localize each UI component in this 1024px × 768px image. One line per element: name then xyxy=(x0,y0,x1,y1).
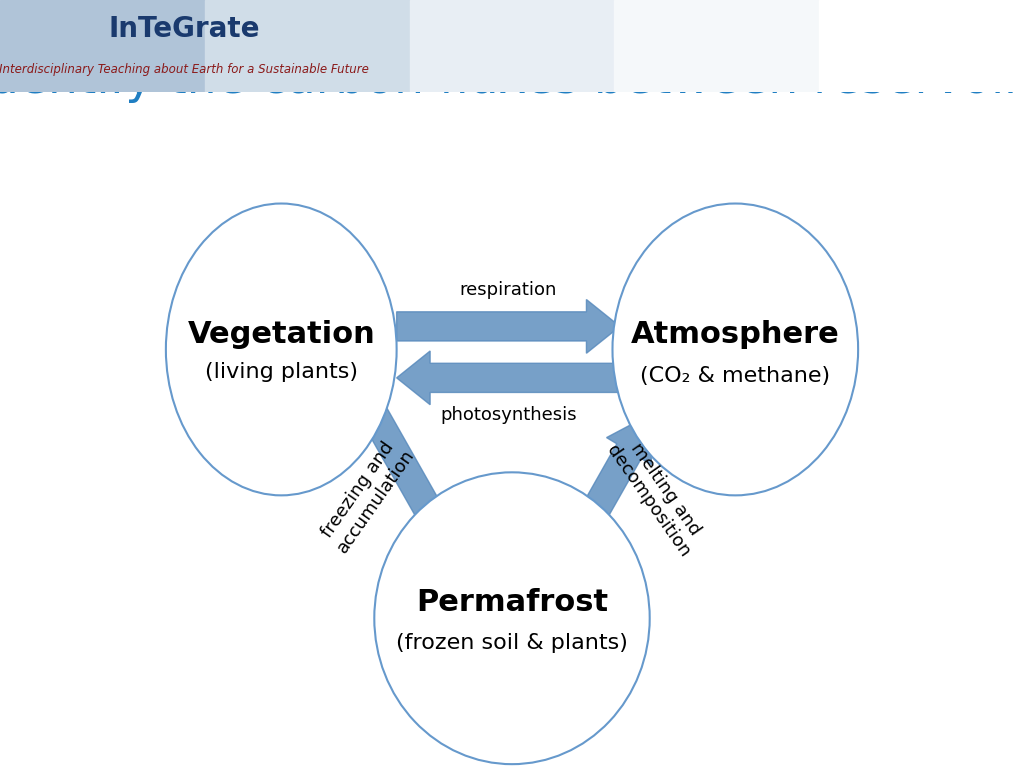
Text: respiration: respiration xyxy=(460,281,557,300)
Text: Vegetation: Vegetation xyxy=(187,319,375,349)
Text: Permafrost: Permafrost xyxy=(416,588,608,617)
FancyArrow shape xyxy=(362,407,466,572)
Text: (living plants): (living plants) xyxy=(205,362,357,382)
Bar xyxy=(410,0,614,92)
Text: Interdisciplinary Teaching about Earth for a Sustainable Future: Interdisciplinary Teaching about Earth f… xyxy=(0,63,370,75)
FancyArrow shape xyxy=(548,415,651,580)
Bar xyxy=(205,0,410,92)
Text: (CO₂ & methane): (CO₂ & methane) xyxy=(640,366,830,386)
Text: melting and
decomposition: melting and decomposition xyxy=(603,430,711,561)
Ellipse shape xyxy=(166,204,396,495)
Text: (frozen soil & plants): (frozen soil & plants) xyxy=(396,633,628,653)
Bar xyxy=(614,0,819,92)
Text: freezing and
accumulation: freezing and accumulation xyxy=(316,435,418,556)
Text: photosynthesis: photosynthesis xyxy=(440,406,577,424)
Ellipse shape xyxy=(612,204,858,495)
Ellipse shape xyxy=(375,472,649,764)
FancyArrow shape xyxy=(396,351,620,405)
Bar xyxy=(0,0,205,92)
FancyArrow shape xyxy=(396,300,620,353)
Text: InTeGrate: InTeGrate xyxy=(109,15,260,44)
Text: Atmosphere: Atmosphere xyxy=(631,319,840,349)
Bar xyxy=(819,0,1024,92)
Text: Identify the carbon fluxes between reservoirs: Identify the carbon fluxes between reser… xyxy=(0,58,1024,103)
